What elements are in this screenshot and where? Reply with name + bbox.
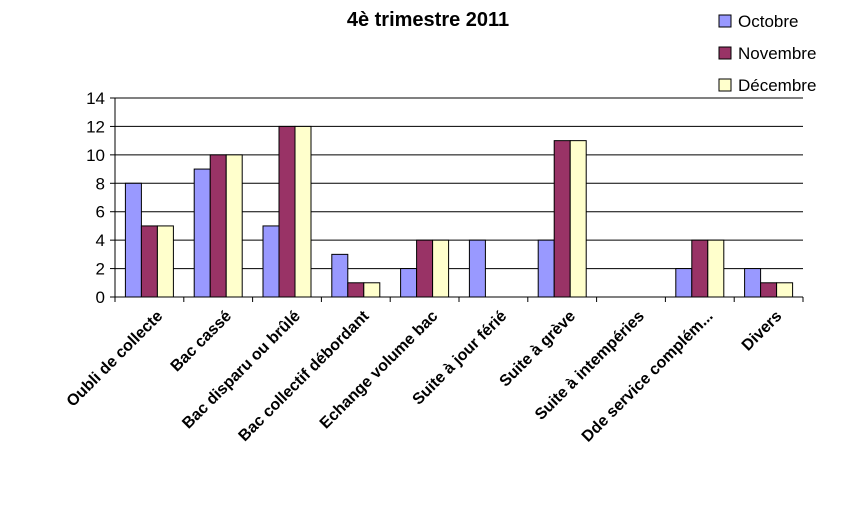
chart-title: 4è trimestre 2011 xyxy=(347,9,509,31)
bar-octobre-3 xyxy=(331,253,349,298)
bar-décembre-8 xyxy=(707,239,725,298)
bar-décembre-3 xyxy=(363,282,381,298)
bar-octobre-0 xyxy=(124,182,142,298)
bar-octobre-2 xyxy=(262,225,280,298)
bar-octobre-5 xyxy=(468,239,486,298)
legend-swatch-novembre xyxy=(718,46,732,60)
x-tick-label: Bac collectif débordant xyxy=(236,307,374,445)
y-tick-label: 8 xyxy=(96,174,105,193)
legend-label: Octobre xyxy=(738,12,798,31)
bar-novembre-4 xyxy=(416,239,434,298)
legend: Octobre Novembre Décembre xyxy=(718,12,816,95)
y-tick-label: 2 xyxy=(96,260,105,279)
bar-décembre-9 xyxy=(776,282,794,298)
bar-décembre-0 xyxy=(156,225,174,298)
bars xyxy=(124,125,794,298)
bar-décembre-6 xyxy=(569,140,587,298)
legend-swatch-décembre xyxy=(718,78,732,92)
x-tick-label: Bac disparu ou brûlé xyxy=(179,308,304,433)
x-tick-label: Bac cassé xyxy=(168,308,235,375)
bar-décembre-1 xyxy=(225,154,243,298)
y-tick-label: 6 xyxy=(96,203,105,222)
y-tick-label: 12 xyxy=(86,117,105,136)
bar-décembre-2 xyxy=(294,125,312,298)
x-tick-label: Echange volume bac xyxy=(317,308,442,433)
y-tick-label: 10 xyxy=(86,146,105,165)
y-tick-label: 0 xyxy=(96,288,105,307)
bar-novembre-0 xyxy=(140,225,158,298)
legend-label: Novembre xyxy=(738,44,816,63)
bar-octobre-4 xyxy=(400,268,418,298)
y-tick-label: 4 xyxy=(96,231,105,250)
bar-novembre-3 xyxy=(347,282,365,298)
legend-swatch-octobre xyxy=(718,14,732,28)
bar-octobre-9 xyxy=(744,268,762,298)
x-tick-label: Dde service complém... xyxy=(579,308,717,446)
y-tick-label: 14 xyxy=(86,89,105,108)
bar-novembre-8 xyxy=(691,239,709,298)
y-axis-ticks: 0 2 4 6 8 10 12 14 xyxy=(86,89,115,307)
bar-novembre-1 xyxy=(209,154,227,298)
x-tick-label: Divers xyxy=(739,308,786,355)
bar-novembre-9 xyxy=(760,282,778,298)
legend-label: Décembre xyxy=(738,76,816,95)
x-tick-label: Oubli de collecte xyxy=(64,308,167,411)
bar-novembre-6 xyxy=(553,140,571,298)
bar-octobre-6 xyxy=(537,239,555,298)
bar-novembre-2 xyxy=(278,125,296,298)
bar-octobre-1 xyxy=(193,168,211,298)
bar-décembre-4 xyxy=(432,239,450,298)
bar-octobre-8 xyxy=(675,268,693,298)
